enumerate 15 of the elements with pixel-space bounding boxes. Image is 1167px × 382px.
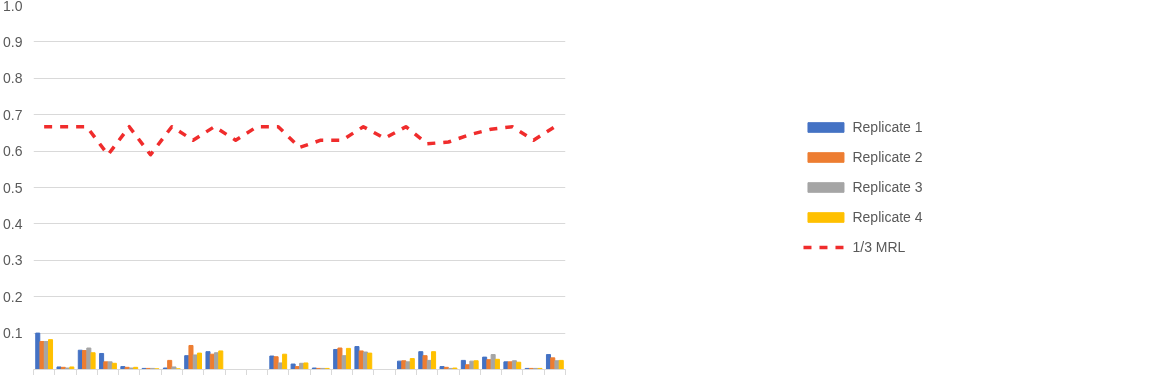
y-tick-label: 0.5 [3,179,23,196]
y-tick-label: 0.8 [3,70,23,87]
y-tick-label: 0.7 [3,106,23,123]
y-tick-label: 0.6 [3,143,23,160]
y-tick-label: 0.1 [3,325,23,342]
y-tick-label: 0.4 [3,215,23,232]
y-tick-label: 0.9 [3,33,23,50]
legend-label: 1/3 MRL [852,239,906,255]
y-tick-label: 0.3 [3,252,23,269]
legend-label: Replicate 2 [852,149,923,165]
legend-label: Replicate 3 [852,179,923,195]
y-tick-label: 1.0 [3,0,23,14]
legend-label: Replicate 1 [852,119,923,135]
legend-label: Replicate 4 [852,209,923,225]
y-tick-label: 0.2 [3,288,23,305]
